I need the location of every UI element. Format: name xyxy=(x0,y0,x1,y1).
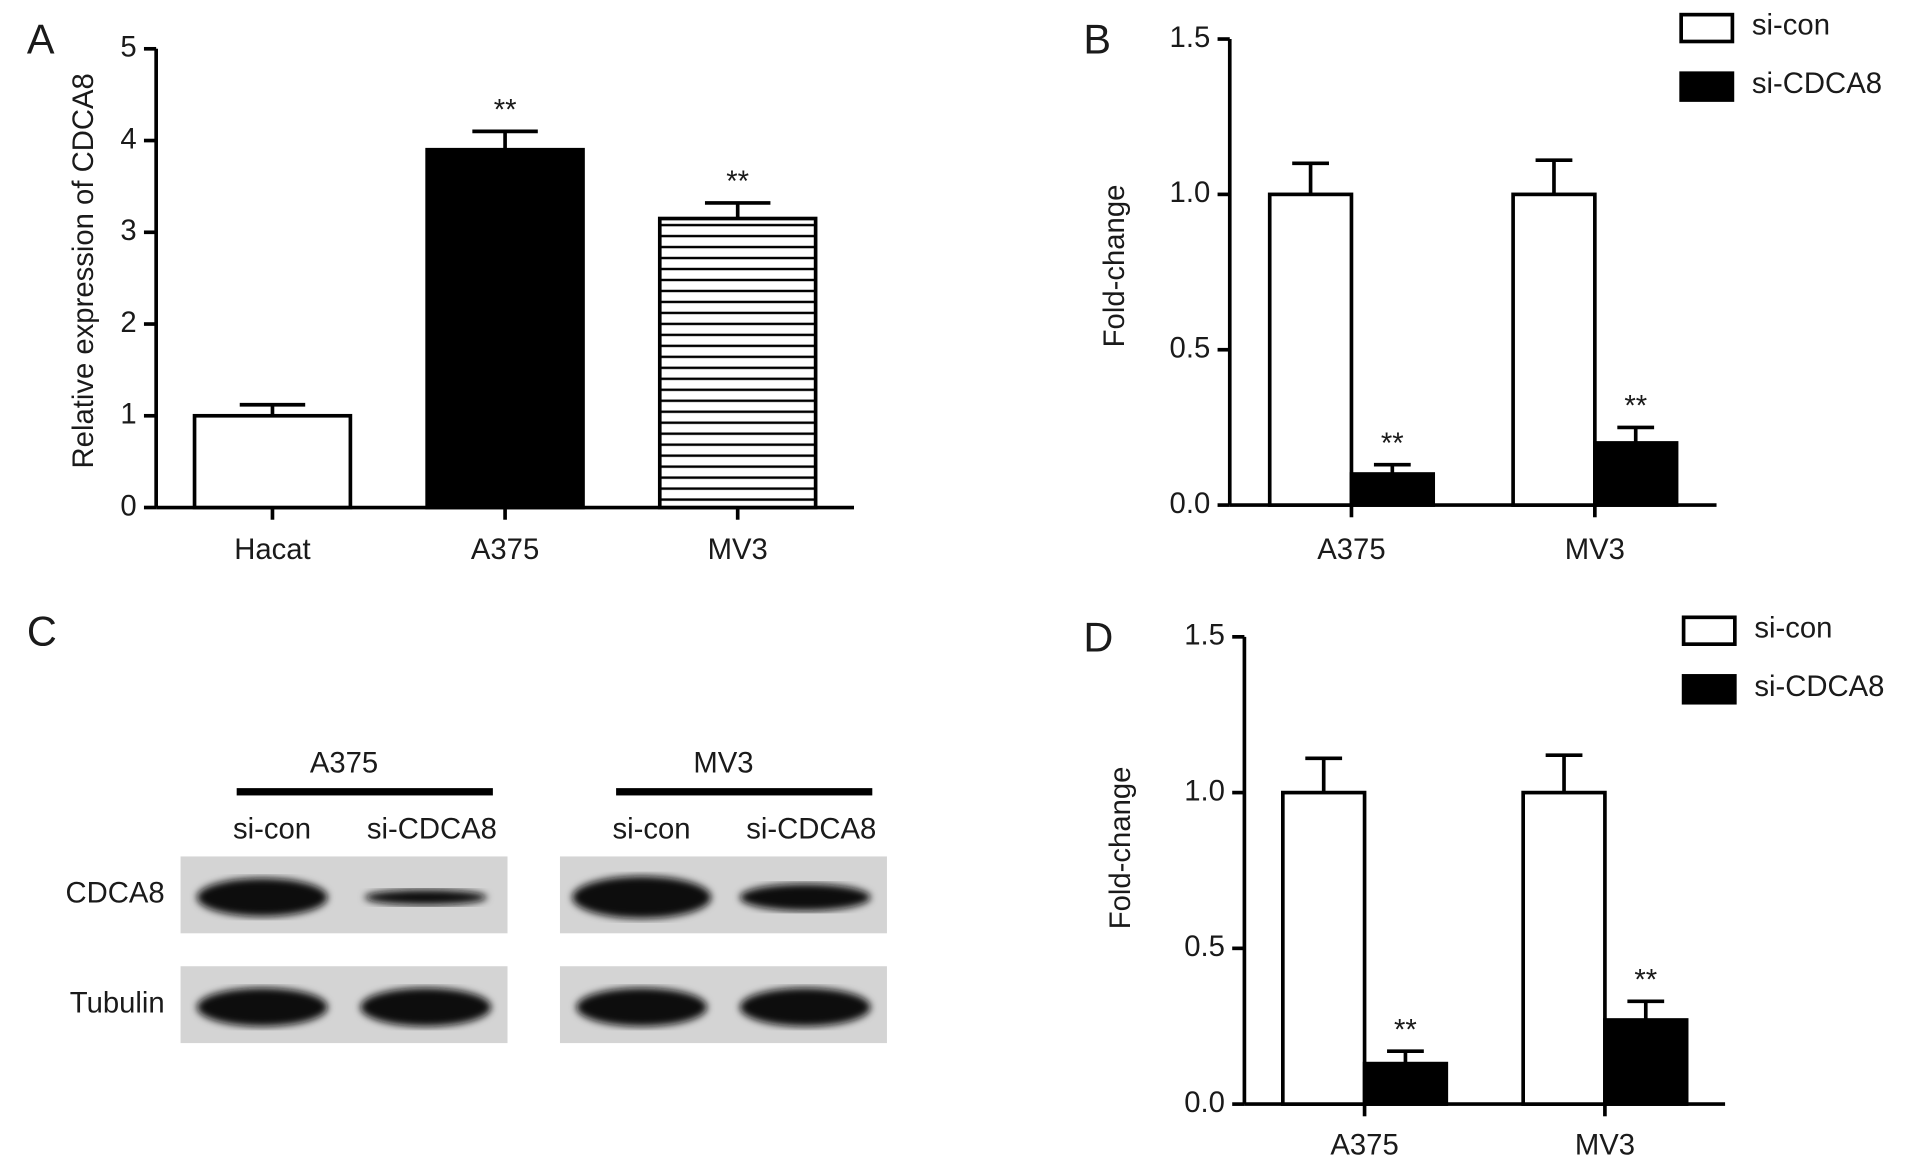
lane-label: si-con xyxy=(233,813,311,846)
x-tick-label: Hacat xyxy=(234,533,310,566)
error-bar xyxy=(1292,161,1329,195)
legend-label: si-CDCA8 xyxy=(1754,670,1884,703)
error-bar xyxy=(704,201,771,219)
panel-label: A xyxy=(27,16,55,63)
lane-label: si-CDCA8 xyxy=(746,813,876,846)
x-tick-label: A375 xyxy=(471,533,539,566)
bar xyxy=(425,147,585,510)
bar xyxy=(1511,192,1597,507)
y-axis-label: Fold-change xyxy=(1104,767,1137,930)
error-bar xyxy=(1387,1049,1424,1064)
y-tick-label: 1.5 xyxy=(1184,619,1225,652)
error-bar xyxy=(1305,756,1343,793)
blot-band xyxy=(576,987,708,1027)
significance-label: ** xyxy=(1381,427,1404,460)
group-bar xyxy=(616,788,873,796)
blot-band xyxy=(739,987,871,1027)
x-tick-label: MV3 xyxy=(1565,533,1625,566)
y-tick-label: 2 xyxy=(120,306,136,339)
bar xyxy=(657,216,818,510)
error-bar xyxy=(239,402,306,416)
y-axis-label: Fold-change xyxy=(1098,185,1131,348)
significance-label: ** xyxy=(494,94,517,127)
error-bar xyxy=(1617,425,1655,443)
y-tick-label: 0.0 xyxy=(1184,1086,1225,1119)
blot-band xyxy=(572,876,712,919)
significance-label: ** xyxy=(1394,1013,1417,1046)
blot-band xyxy=(364,889,488,905)
legend-swatch xyxy=(1681,674,1737,705)
blot-band xyxy=(196,878,328,917)
bar xyxy=(1349,472,1436,507)
y-tick-label: 1 xyxy=(120,398,136,431)
y-tick-label: 1.0 xyxy=(1170,176,1211,209)
y-tick-label: 5 xyxy=(120,31,136,64)
x-tick-label: MV3 xyxy=(708,533,768,566)
y-tick-label: 0 xyxy=(120,489,136,522)
y-tick-label: 0.0 xyxy=(1170,487,1211,520)
error-bar xyxy=(1627,999,1665,1020)
panel-label: B xyxy=(1083,16,1111,63)
x-tick-label: A375 xyxy=(1317,533,1385,566)
y-tick-label: 0.5 xyxy=(1170,331,1211,364)
bar xyxy=(1603,1018,1689,1106)
significance-label: ** xyxy=(1634,964,1657,997)
lane-label: si-con xyxy=(612,813,690,846)
y-tick-label: 1.5 xyxy=(1170,21,1211,54)
bar xyxy=(1281,790,1367,1106)
row-label: Tubulin xyxy=(70,986,165,1019)
significance-label: ** xyxy=(1624,390,1647,423)
group-label: A375 xyxy=(310,747,378,780)
legend-swatch xyxy=(1679,71,1735,102)
legend-swatch xyxy=(1679,12,1735,44)
figure-body: A Relative expression of CDCA8 0 1 2 3 4 5 Hacat… xyxy=(27,9,1885,1162)
panel-label: D xyxy=(1083,613,1113,660)
error-bar xyxy=(1545,753,1583,793)
panel-label: C xyxy=(27,607,57,654)
y-tick-label: 0.5 xyxy=(1184,930,1225,963)
bar xyxy=(1362,1061,1449,1106)
legend-label: si-con xyxy=(1754,611,1832,644)
y-tick-label: 4 xyxy=(120,122,136,155)
bar xyxy=(192,413,353,510)
lane-label: si-CDCA8 xyxy=(367,813,497,846)
x-tick-label: A375 xyxy=(1330,1129,1398,1162)
bar xyxy=(1593,441,1679,507)
bar xyxy=(1521,790,1607,1106)
blot-band xyxy=(360,987,492,1027)
error-bar xyxy=(472,129,538,150)
blot-band xyxy=(196,987,328,1027)
row-label: CDCA8 xyxy=(65,877,164,910)
group-bar xyxy=(236,788,493,796)
legend-swatch xyxy=(1681,615,1737,646)
legend-label: si-con xyxy=(1752,9,1830,42)
y-tick-label: 1.0 xyxy=(1184,774,1225,807)
blot-band xyxy=(739,883,871,911)
bar xyxy=(1267,192,1354,507)
x-tick-label: MV3 xyxy=(1575,1129,1635,1162)
significance-label: ** xyxy=(726,165,749,198)
y-tick-label: 3 xyxy=(120,214,136,247)
error-bar xyxy=(1535,158,1573,195)
legend-label: si-CDCA8 xyxy=(1752,67,1882,100)
y-axis-label: Relative expression of CDCA8 xyxy=(67,73,100,468)
group-label: MV3 xyxy=(693,747,753,780)
